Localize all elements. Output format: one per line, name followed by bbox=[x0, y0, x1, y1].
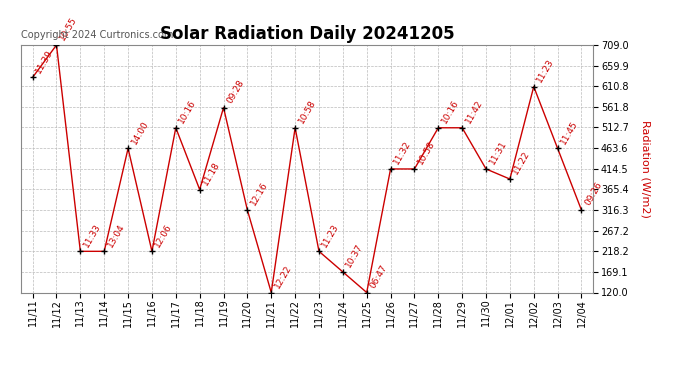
Text: 09:28: 09:28 bbox=[225, 78, 246, 105]
Text: 11:23: 11:23 bbox=[320, 222, 341, 249]
Text: 10:58: 10:58 bbox=[416, 139, 437, 166]
Text: 11:22: 11:22 bbox=[511, 150, 532, 176]
Text: 10:58: 10:58 bbox=[297, 98, 317, 125]
Text: 14:00: 14:00 bbox=[130, 119, 150, 146]
Text: 06:47: 06:47 bbox=[368, 263, 388, 290]
Title: Solar Radiation Daily 20241205: Solar Radiation Daily 20241205 bbox=[160, 26, 454, 44]
Text: 11:45: 11:45 bbox=[559, 119, 580, 146]
Text: 11:18: 11:18 bbox=[201, 160, 221, 187]
Text: 11:39: 11:39 bbox=[34, 48, 55, 75]
Text: 11:33: 11:33 bbox=[81, 222, 103, 249]
Text: 13:04: 13:04 bbox=[106, 222, 126, 249]
Text: 10:55: 10:55 bbox=[58, 15, 79, 42]
Text: 09:26: 09:26 bbox=[583, 180, 604, 207]
Text: 12:06: 12:06 bbox=[153, 222, 174, 249]
Text: 12:22: 12:22 bbox=[273, 263, 293, 290]
Text: 11:23: 11:23 bbox=[535, 57, 556, 84]
Text: 11:31: 11:31 bbox=[487, 139, 508, 166]
Text: 10:16: 10:16 bbox=[440, 98, 460, 125]
Text: 12:16: 12:16 bbox=[249, 180, 270, 207]
Text: Copyright 2024 Curtronics.com: Copyright 2024 Curtronics.com bbox=[21, 30, 173, 40]
Text: 10:16: 10:16 bbox=[177, 98, 198, 125]
Text: 11:32: 11:32 bbox=[392, 140, 413, 166]
Text: 10:37: 10:37 bbox=[344, 242, 365, 269]
Y-axis label: Radiation (W/m2): Radiation (W/m2) bbox=[640, 120, 650, 218]
Text: 11:42: 11:42 bbox=[464, 98, 484, 125]
